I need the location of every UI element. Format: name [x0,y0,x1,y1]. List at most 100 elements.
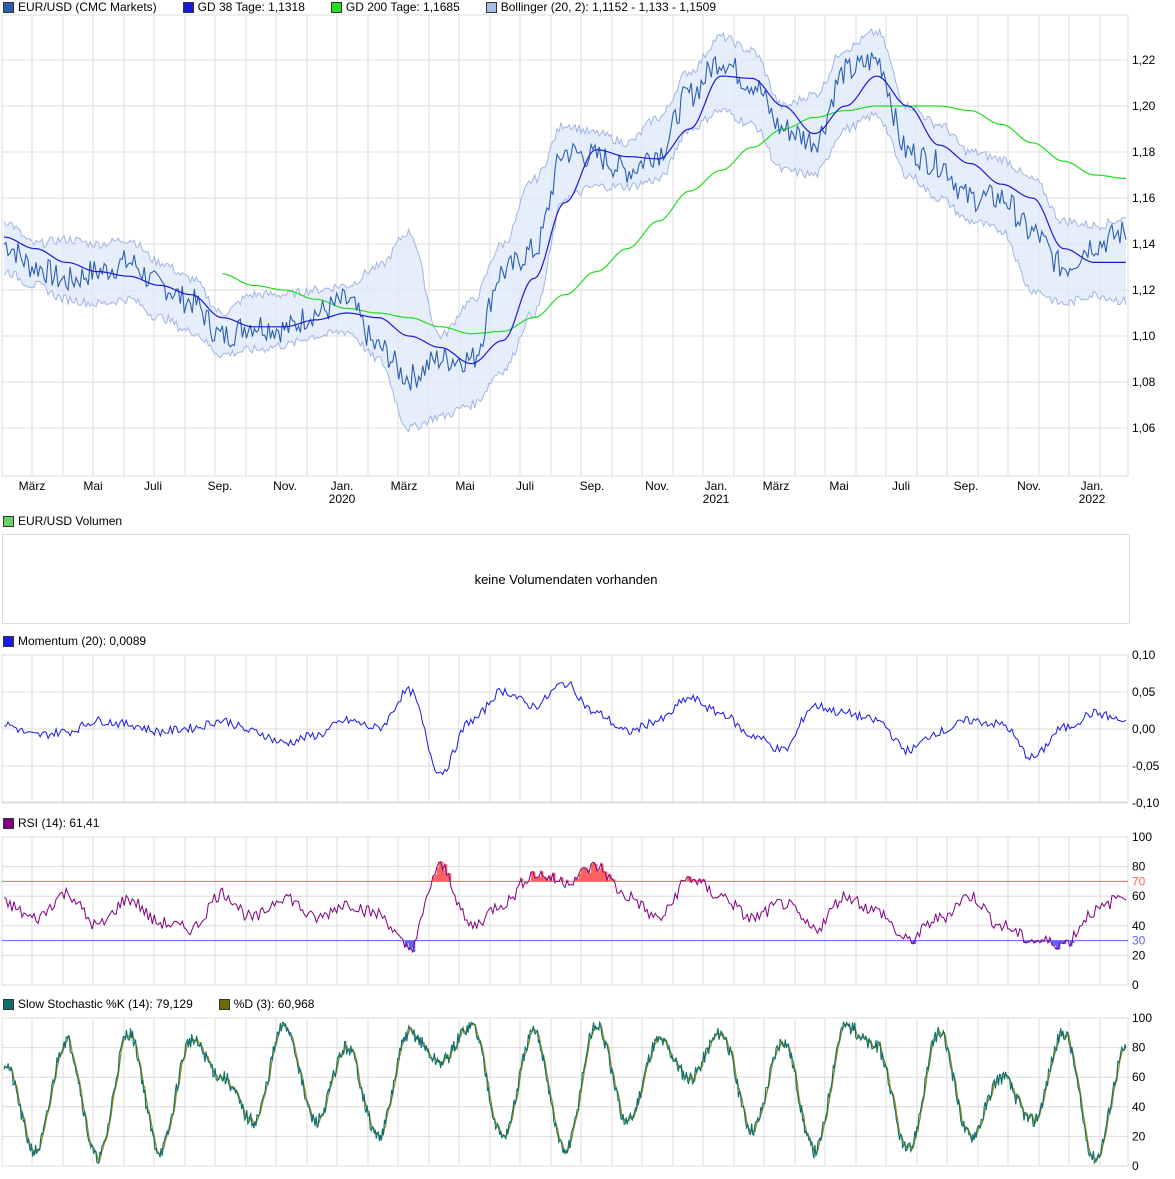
y-tick-label: 1,08 [1132,375,1156,389]
rsi-oversold-fill [1053,940,1057,946]
rsi-overbought-fill [440,861,444,882]
rsi-overbought-fill [432,876,436,882]
rsi-overbought-fill [434,874,438,882]
y-tick-label: 0,10 [1132,648,1156,662]
rsi-oversold-fill [1061,940,1065,944]
rsi-oversold-fill [1055,940,1059,949]
rsi-swatch-icon [3,817,14,829]
momentum-legend: Momentum (20): 0,0089 [3,634,172,648]
x-tick-label: Juli [516,479,534,493]
gd200-swatch-icon [330,1,342,13]
price-swatch-icon [3,1,14,13]
y-tick-label: 40 [1132,919,1146,933]
legend-stoch-d: %D (3): 60,968 [218,997,314,1011]
x-tick-label: Jan. [1081,479,1104,493]
stoch-k-swatch-icon [3,998,14,1010]
rsi-overbought-fill [534,877,538,882]
rsi-overbought-fill [538,876,542,882]
y-tick-label: 0,00 [1132,722,1156,736]
gd200-line [222,105,1126,335]
rsi-overbought-fill [575,877,578,882]
legend-rsi: RSI (14): 61,41 [3,816,99,830]
y-tick-label: 0 [1132,978,1139,992]
rsi-overbought-fill [583,867,586,882]
x-year-label: 2022 [1079,492,1106,506]
rsi-overbought-fill [607,880,610,882]
rsi-oversold-fill [408,940,412,950]
rsi-oversold-fill [1059,940,1063,943]
rsi-overbought-fill [448,873,452,882]
bollinger-upper [3,27,1127,341]
rsi-oversold-fill [410,940,414,948]
price-line [3,52,1127,391]
rsi-30-label: 30 [1132,934,1146,948]
rsi-overbought-fill [579,873,582,882]
rsi-overbought-fill [601,863,604,882]
rsi-overbought-fill [577,878,580,882]
rsi-oversold-fill [1071,940,1075,944]
rsi-overbought-fill [520,878,524,882]
rsi-oversold-fill [406,940,410,944]
y-tick-label: -0,05 [1132,759,1160,773]
momentum-line [3,680,1127,776]
y-tick-label: 20 [1132,948,1146,962]
y-tick-label: 0 [1132,1159,1139,1173]
x-tick-label: Juli [892,479,910,493]
rsi-oversold-fill [1047,940,1051,943]
rsi-overbought-fill [581,869,584,882]
rsi-overbought-fill [699,879,702,882]
legend-gd200: GD 200 Tage: 1,1685 [330,0,460,14]
x-tick-label: März [391,479,418,493]
legend-stoch-k: Slow Stochastic %K (14): 79,129 [3,997,193,1011]
x-tick-label: Nov. [1017,479,1041,493]
volume-legend: EUR/USD Volumen [3,514,148,528]
x-year-label: 2020 [329,492,356,506]
rsi-overbought-fill [613,879,616,882]
main-legend: EUR/USD (CMC Markets) GD 38 Tage: 1,1318… [3,0,742,14]
stoch-d-swatch-icon [218,998,230,1010]
rsi-oversold-fill [1023,940,1027,943]
rsi-overbought-fill [593,862,596,882]
rsi-overbought-fill [703,879,706,882]
rsi-overbought-fill [595,864,598,882]
y-tick-label: 60 [1132,889,1146,903]
rsi-line [3,861,1127,954]
y-tick-label: -0,10 [1132,796,1160,810]
x-tick-label: Mai [455,479,474,493]
rsi-overbought-fill [560,877,564,882]
rsi-oversold-fill [1039,940,1043,943]
price-panel: 1,22 1,20 1,18 1,16 1,14 1,12 1,10 1,08 1,06 [1,14,1156,477]
y-tick-label: 0,05 [1132,685,1156,699]
legend-bollinger: Bollinger (20, 2): 1,1152 - 1,133 - 1,15… [485,0,716,14]
x-tick-label: Sep. [208,479,233,493]
volume-swatch-icon [3,515,14,527]
y-tick-label: 1,22 [1132,53,1156,67]
momentum-panel: 0,10 0,05 0,00 -0,05 -0,10 [1,648,1160,810]
y-tick-label: 100 [1132,830,1152,844]
y-tick-label: 1,14 [1132,237,1156,251]
rsi-overbought-fill [446,875,450,882]
x-tick-label: Nov. [645,479,669,493]
rsi-overbought-fill [540,871,544,882]
y-tick-label: 80 [1132,1041,1146,1055]
rsi-overbought-fill [687,876,690,882]
bollinger-lower [3,107,1127,433]
rsi-panel: 100 80 60 40 20 0 70 30 [1,830,1152,992]
x-tick-label: Mai [83,479,102,493]
gd38-line [3,75,1126,365]
x-tick-label: Sep. [954,479,979,493]
rsi-70-label: 70 [1132,874,1146,888]
stochastic-panel: 100 80 60 40 20 0 [1,1011,1152,1173]
rsi-overbought-fill [611,878,614,882]
y-tick-label: 60 [1132,1070,1146,1084]
rsi-overbought-fill [536,877,540,882]
x-tick-label: März [19,479,46,493]
x-tick-label: Juli [144,479,162,493]
legend-price: EUR/USD (CMC Markets) [3,0,157,14]
rsi-overbought-fill [599,868,602,882]
rsi-oversold-fill [911,940,915,944]
x-tick-label: Mai [829,479,848,493]
bollinger-swatch-icon [485,1,497,13]
x-tick-label: März [763,479,790,493]
